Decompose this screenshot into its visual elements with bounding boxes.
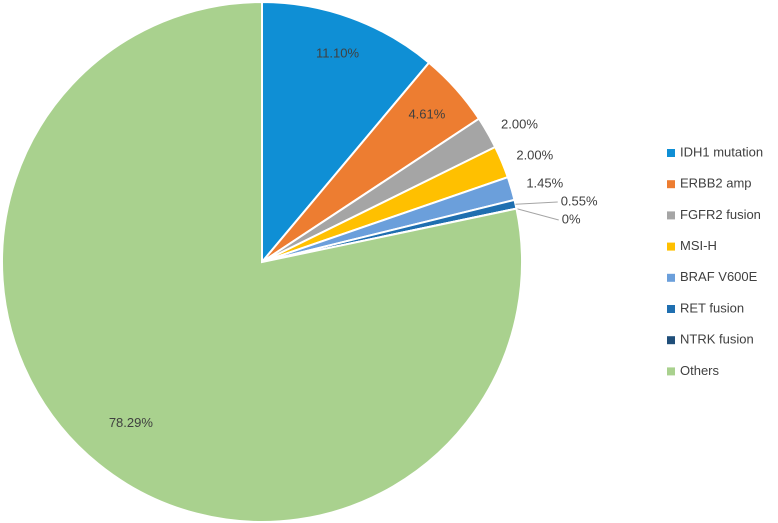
leader-line — [515, 201, 558, 205]
leader-line — [516, 208, 559, 221]
legend-label: FGFR2 fusion — [680, 207, 761, 222]
legend-label: RET fusion — [680, 300, 744, 315]
data-label: 1.45% — [526, 175, 563, 190]
legend-label: BRAF V600E — [680, 269, 758, 284]
legend-swatch — [667, 367, 675, 376]
legend-swatch — [667, 305, 675, 313]
data-label: 2.00% — [516, 147, 553, 162]
legend-swatch — [667, 273, 675, 282]
pie-slice — [1, 0, 523, 523]
data-label: 0.55% — [561, 193, 598, 208]
data-label: 2.00% — [501, 116, 538, 131]
legend-label: NTRK fusion — [680, 332, 754, 347]
legend-label: IDH1 mutation — [680, 144, 763, 159]
pie-slice — [261, 0, 431, 265]
legend-swatch — [667, 149, 675, 157]
legend-swatch — [667, 180, 675, 189]
legend-swatch — [667, 242, 675, 251]
legend-swatch — [667, 336, 675, 345]
data-label: 4.61% — [408, 106, 445, 121]
legend-label: MSI-H — [680, 238, 717, 253]
data-label: 78.29% — [109, 415, 154, 430]
data-label: 0% — [562, 211, 581, 226]
legend-label: ERBB2 amp — [680, 176, 752, 191]
data-label: 11.10% — [316, 46, 360, 61]
legend-label: Others — [680, 363, 720, 378]
legend-swatch — [667, 211, 675, 220]
